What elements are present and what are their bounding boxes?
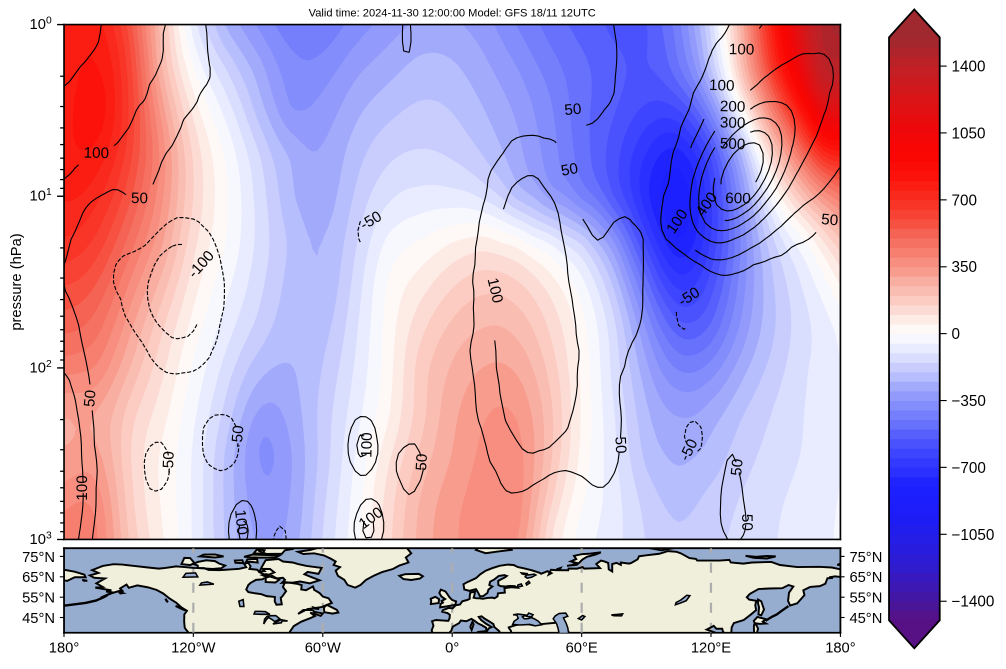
- svg-text:200: 200: [720, 98, 746, 116]
- svg-text:75°N: 75°N: [22, 550, 55, 566]
- svg-text:1 0 1: 1 0 1: [30, 181, 53, 206]
- svg-text:50: 50: [560, 160, 580, 180]
- svg-text:65°N: 65°N: [22, 570, 55, 586]
- svg-text:1 0 3: 1 0 3: [30, 524, 53, 549]
- svg-text:55°N: 55°N: [849, 590, 882, 606]
- svg-text:75°N: 75°N: [849, 550, 882, 566]
- svg-text:45°N: 45°N: [22, 611, 55, 627]
- svg-text:50: 50: [564, 101, 583, 120]
- svg-text:50: 50: [131, 190, 148, 207]
- svg-text:100: 100: [231, 509, 250, 536]
- svg-text:50: 50: [821, 211, 839, 229]
- svg-text:0°: 0°: [445, 640, 459, 656]
- svg-text:60°E: 60°E: [566, 640, 598, 656]
- svg-text:-50: -50: [229, 425, 248, 448]
- svg-text:1 0 0: 1 0 0: [30, 9, 53, 34]
- svg-text:pressure (hPa): pressure (hPa): [9, 233, 25, 330]
- svg-text:50: 50: [611, 436, 629, 454]
- svg-text:100: 100: [729, 41, 755, 58]
- svg-text:60°W: 60°W: [305, 640, 341, 656]
- svg-text:50: 50: [738, 514, 755, 531]
- svg-text:120°W: 120°W: [171, 640, 215, 656]
- svg-text:45°N: 45°N: [849, 611, 882, 627]
- svg-text:120°E: 120°E: [691, 640, 731, 656]
- svg-text:−1400: −1400: [952, 594, 995, 611]
- svg-text:100: 100: [484, 276, 506, 305]
- svg-text:350: 350: [952, 259, 977, 276]
- svg-text:100: 100: [83, 145, 109, 162]
- svg-text:600: 600: [725, 190, 751, 208]
- svg-text:100: 100: [74, 475, 91, 501]
- svg-text:500: 500: [719, 135, 745, 153]
- svg-text:−1050: −1050: [952, 527, 995, 544]
- svg-text:180°: 180°: [825, 640, 855, 656]
- svg-text:50: 50: [81, 389, 99, 407]
- svg-text:100: 100: [358, 432, 375, 458]
- svg-text:1 0 2: 1 0 2: [30, 352, 53, 377]
- svg-text:1050: 1050: [952, 125, 986, 142]
- svg-text:1400: 1400: [952, 59, 986, 76]
- svg-text:0: 0: [952, 326, 961, 343]
- svg-text:-50: -50: [160, 451, 178, 474]
- svg-text:−700: −700: [952, 460, 986, 477]
- svg-text:55°N: 55°N: [22, 590, 55, 606]
- svg-text:300: 300: [720, 114, 746, 132]
- svg-text:65°N: 65°N: [849, 570, 882, 586]
- svg-text:700: 700: [952, 192, 977, 209]
- svg-text:50: 50: [413, 453, 431, 471]
- svg-text:Valid time: 2024-11-30 12:00:0: Valid time: 2024-11-30 12:00:00 Model: G…: [309, 7, 596, 19]
- svg-text:180°: 180°: [49, 640, 79, 656]
- svg-text:50: 50: [728, 458, 747, 477]
- svg-text:−350: −350: [952, 393, 986, 410]
- svg-text:100: 100: [709, 77, 735, 95]
